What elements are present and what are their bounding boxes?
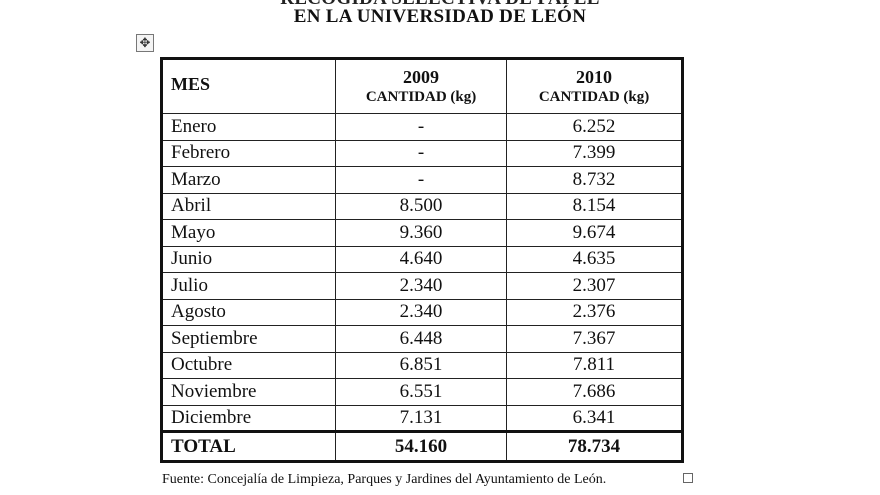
value-2010-cell: 9.674 bbox=[506, 219, 683, 247]
value-2009-cell: 7.131 bbox=[335, 404, 508, 432]
table-row: Octubre 6.851 7.811 bbox=[160, 351, 683, 379]
header-unit-2009: CANTIDAD (kg) bbox=[365, 89, 477, 106]
value-2010-cell: 6.252 bbox=[506, 113, 683, 141]
header-month: MES bbox=[160, 58, 337, 114]
value-2009-cell: - bbox=[335, 166, 508, 194]
table-row: Agosto 2.340 2.376 bbox=[160, 298, 683, 326]
value-2010-cell: 2.376 bbox=[506, 298, 683, 326]
table-row: Noviembre 6.551 7.686 bbox=[160, 378, 683, 406]
value-2009-cell: 8.500 bbox=[335, 192, 508, 220]
value-2009-cell: 9.360 bbox=[335, 219, 508, 247]
table-end-marker-icon bbox=[683, 473, 693, 483]
value-2009-cell: - bbox=[335, 139, 508, 167]
table-row: Febrero -7.399 bbox=[160, 139, 683, 167]
month-cell: Enero bbox=[160, 113, 337, 141]
total-2010: 78.734 bbox=[506, 430, 683, 462]
month-cell: Septiembre bbox=[160, 325, 337, 353]
page-title-line2: EN LA UNIVERSIDAD DE LEÓN bbox=[293, 6, 587, 27]
value-2010-cell: 2.307 bbox=[506, 272, 683, 300]
value-2010-cell: 8.732 bbox=[506, 166, 683, 194]
total-row: TOTAL 54.160 78.734 bbox=[160, 430, 683, 462]
value-2010-cell: 6.341 bbox=[506, 404, 683, 432]
month-cell: Febrero bbox=[160, 139, 337, 167]
table-row: Junio 4.640 4.635 bbox=[160, 245, 683, 273]
month-cell: Marzo bbox=[160, 166, 337, 194]
month-cell: Agosto bbox=[160, 298, 337, 326]
month-cell: Junio bbox=[160, 245, 337, 273]
month-cell: Diciembre bbox=[160, 404, 337, 432]
table-header-row: MES 2009 CANTIDAD (kg) 2010 CANTIDAD (kg… bbox=[160, 58, 683, 114]
table-row: Septiembre 6.448 7.367 bbox=[160, 325, 683, 353]
value-2010-cell: 7.686 bbox=[506, 378, 683, 406]
month-cell: Octubre bbox=[160, 351, 337, 379]
value-2009-cell: 6.448 bbox=[335, 325, 508, 353]
value-2010-cell: 7.399 bbox=[506, 139, 683, 167]
value-2010-cell: 8.154 bbox=[506, 192, 683, 220]
header-2009: 2009 CANTIDAD (kg) bbox=[335, 58, 508, 114]
header-year-2010: 2010 bbox=[576, 66, 613, 87]
value-2010-cell: 7.367 bbox=[506, 325, 683, 353]
value-2009-cell: 2.340 bbox=[335, 298, 508, 326]
header-year-2009: 2009 bbox=[403, 66, 440, 87]
month-cell: Noviembre bbox=[160, 378, 337, 406]
move-arrows-icon[interactable]: ✥ bbox=[136, 34, 154, 52]
value-2009-cell: 2.340 bbox=[335, 272, 508, 300]
table-row: Enero -6.252 bbox=[160, 113, 683, 141]
month-cell: Mayo bbox=[160, 219, 337, 247]
data-table: MES 2009 CANTIDAD (kg) 2010 CANTIDAD (kg… bbox=[160, 57, 684, 463]
value-2009-cell: 6.851 bbox=[335, 351, 508, 379]
value-2009-cell: 4.640 bbox=[335, 245, 508, 273]
table-row: Mayo 9.360 9.674 bbox=[160, 219, 683, 247]
value-2010-cell: 7.811 bbox=[506, 351, 683, 379]
total-2009: 54.160 bbox=[335, 430, 508, 462]
page-title-line1: RECOGIDA SELECTIVA DE PAPEL bbox=[0, 0, 880, 10]
header-2010: 2010 CANTIDAD (kg) bbox=[506, 58, 683, 114]
month-cell: Abril bbox=[160, 192, 337, 220]
value-2009-cell: - bbox=[335, 113, 508, 141]
table-row: Diciembre 7.131 6.341 bbox=[160, 404, 683, 432]
table-row: Abril 8.500 8.154 bbox=[160, 192, 683, 220]
header-unit-2010: CANTIDAD (kg) bbox=[538, 89, 650, 106]
source-footnote: Fuente: Concejalía de Limpieza, Parques … bbox=[162, 472, 607, 487]
value-2010-cell: 4.635 bbox=[506, 245, 683, 273]
table-row: Marzo -8.732 bbox=[160, 166, 683, 194]
month-cell: Julio bbox=[160, 272, 337, 300]
table-row: Julio 2.340 2.307 bbox=[160, 272, 683, 300]
value-2009-cell: 6.551 bbox=[335, 378, 508, 406]
total-label: TOTAL bbox=[160, 430, 337, 462]
